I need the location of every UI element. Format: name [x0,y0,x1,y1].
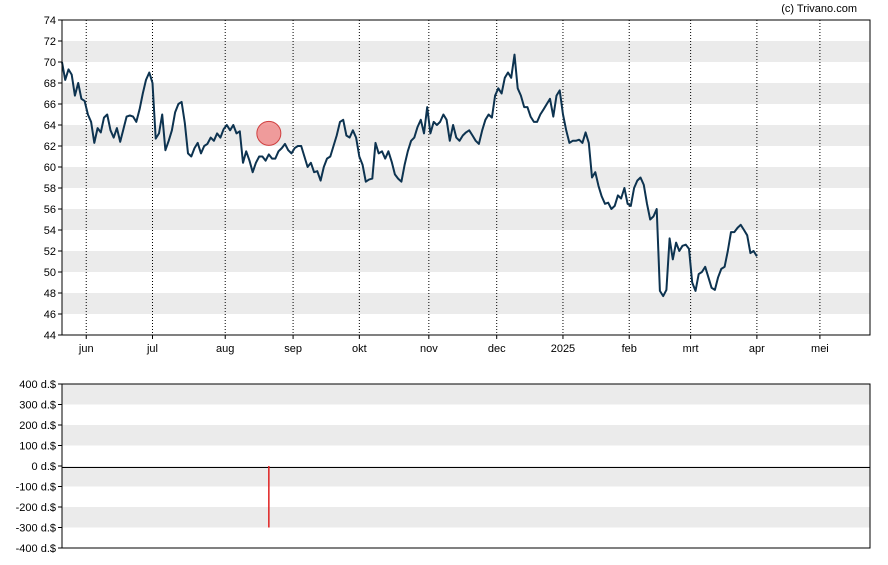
price-x-tick-label: aug [216,343,234,355]
volume-y-tick-label: 0 d.$ [32,461,56,473]
price-y-tick-label: 56 [44,204,56,216]
price-x-tick-label: sep [284,343,302,355]
price-y-tick-label: 52 [44,246,56,258]
volume-y-tick-label: -200 d.$ [16,502,56,514]
volume-y-tick-label: 100 d.$ [19,441,56,453]
price-band [62,251,870,272]
price-y-tick-label: 72 [44,36,56,48]
price-x-tick-label: jun [78,343,94,355]
volume-band [62,425,870,446]
price-grid-bands [62,41,870,314]
price-x-tick-label: mrt [683,343,699,355]
price-y-tick-label: 62 [44,141,56,153]
price-x-tick-label: okt [352,343,367,355]
volume-y-tick-label: -400 d.$ [16,543,56,555]
price-y-tick-label: 68 [44,78,56,90]
price-y-tick-label: 50 [44,267,56,279]
volume-y-tick-label: -100 d.$ [16,482,56,494]
price-x-tick-label: apr [749,343,765,355]
volume-band [62,384,870,405]
price-y-tick-label: 60 [44,162,56,174]
price-band [62,83,870,104]
price-y-tick-label: 48 [44,288,56,300]
price-y-tick-label: 44 [44,330,56,342]
price-x-tick-label: 2025 [551,343,575,355]
price-y-axis: 44 46 48 50 52 54 56 58 60 62 64 66 68 70 72 74 [44,15,62,342]
price-x-tick-label: mei [811,343,829,355]
price-band [62,209,870,230]
volume-y-axis: -400 d.$ -300 d.$ -200 d.$ -100 d.$ 0 d.$ 100… [16,379,62,555]
volume-grid-bands [62,384,870,528]
price-x-tick-label: dec [488,343,506,355]
price-y-tick-label: 46 [44,309,56,321]
price-y-tick-label: 66 [44,99,56,111]
price-x-tick-label: feb [622,343,637,355]
price-y-tick-label: 54 [44,225,56,237]
price-y-tick-label: 74 [44,15,56,27]
price-band [62,167,870,188]
price-band [62,41,870,62]
price-x-tick-label: nov [420,343,438,355]
highlight-marker [256,120,282,146]
price-x-tick-label: jul [146,343,158,355]
volume-band [62,507,870,528]
volume-y-tick-label: 300 d.$ [19,400,56,412]
price-line [61,53,758,298]
price-plot-frame [61,19,871,336]
volume-y-tick-label: 400 d.$ [19,379,56,391]
volume-plot-frame [61,383,871,549]
price-band [62,125,870,146]
price-x-axis: jun jul aug sep okt nov dec 2025 feb mrt apr mei [78,335,829,355]
price-y-tick-label: 70 [44,57,56,69]
price-chart: 44 46 48 50 52 54 56 58 60 62 64 66 68 70 72 74 jun jul a… [44,15,871,355]
price-band [62,293,870,314]
credit-label: (c) Trivano.com [781,3,857,15]
volume-y-tick-label: -300 d.$ [16,523,56,535]
volume-chart: -400 d.$ -300 d.$ -200 d.$ -100 d.$ 0 d.$ 100… [16,379,871,555]
price-y-tick-label: 58 [44,183,56,195]
volume-band [62,466,870,487]
volume-y-tick-label: 200 d.$ [19,420,56,432]
price-y-tick-label: 64 [44,120,56,132]
